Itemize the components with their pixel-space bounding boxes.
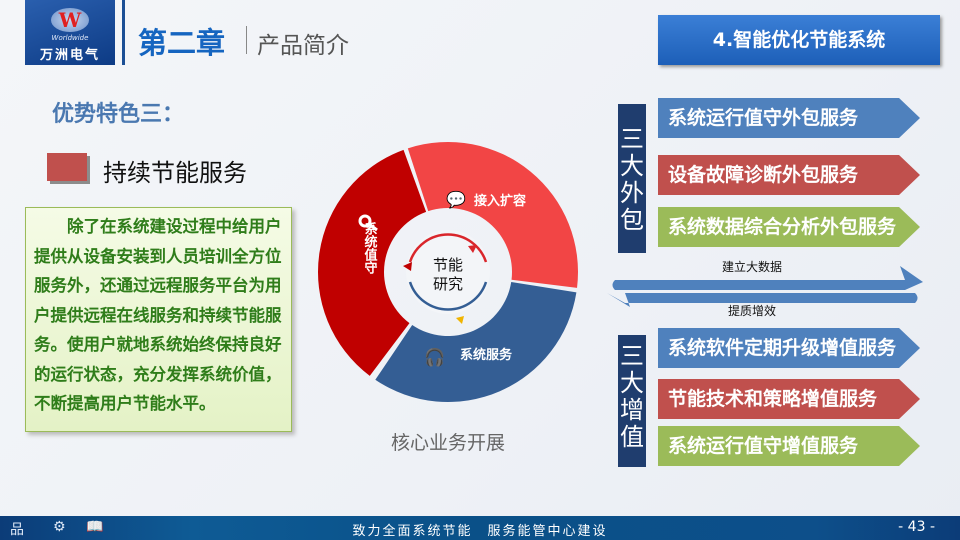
center-ring-blue xyxy=(408,281,488,311)
center-ring-red xyxy=(408,233,488,263)
headphones-icon: 🎧 xyxy=(424,347,445,368)
segment-label-expand: 接入扩容 xyxy=(474,193,526,209)
divider xyxy=(122,0,125,65)
outsourcing-item: 设备故障诊断外包服务 xyxy=(658,155,920,195)
group-label-outsourcing: 三大外包 xyxy=(618,104,646,253)
value-added-item: 系统运行值守增值服务 xyxy=(658,426,920,466)
donut-caption: 核心业务开展 xyxy=(390,432,505,454)
group-label-text: 三大外包 xyxy=(620,125,644,234)
center-text-2: 研究 xyxy=(433,275,463,293)
arrow-label-top: 建立大数据 xyxy=(722,260,783,274)
ring-marker xyxy=(468,245,477,253)
donut-segment xyxy=(318,149,427,376)
chat-icon: 💬 xyxy=(446,190,466,209)
center-circle xyxy=(406,230,490,314)
footer-slogan: 致力全面系统节能 服务能管中心建设 xyxy=(352,524,608,539)
feature-heading: 优势特色三： xyxy=(52,102,185,127)
outsourcing-item: 系统数据综合分析外包服务 xyxy=(658,207,920,247)
value-added-item: 节能技术和策略增值服务 xyxy=(658,379,920,419)
gear-icon: ⚙ xyxy=(53,519,66,535)
page-number: - 43 - xyxy=(898,519,935,535)
company-logo: W Worldwide 万洲电气 xyxy=(25,0,115,65)
sitemap-icon: 品 xyxy=(10,522,24,538)
arrow-right xyxy=(612,266,923,290)
bullet-square xyxy=(47,153,87,181)
ring-marker xyxy=(456,316,464,324)
feature-title: 持续节能服务 xyxy=(103,159,247,187)
arrow-label-bottom: 提质增效 xyxy=(728,304,777,318)
arrow-left xyxy=(607,293,918,307)
section-title: 产品简介 xyxy=(257,33,349,59)
group-label-text: 三大增值 xyxy=(620,342,644,451)
book-icon: 📖 xyxy=(86,519,104,535)
bidirectional-arrow xyxy=(607,266,923,307)
group-label-value-added: 三大增值 xyxy=(618,335,646,467)
divider xyxy=(246,26,247,54)
value-added-item: 系统软件定期升级增值服务 xyxy=(658,328,920,368)
key-icon xyxy=(358,214,378,232)
footer-bar: 品 ⚙ 📖 致力全面系统节能 服务能管中心建设 - 43 - xyxy=(0,516,960,540)
outsourcing-item: 系统运行值守外包服务 xyxy=(658,98,920,138)
segment-label-service: 系统服务 xyxy=(460,347,513,363)
topic-tab: 4.智能优化节能系统 xyxy=(658,15,940,65)
chapter-title: 第二章 xyxy=(138,26,226,60)
center-text-1: 节能 xyxy=(433,256,463,274)
segment-label-monitor: 系统值守 xyxy=(362,221,378,275)
donut-segment xyxy=(375,282,577,402)
description-box: 除了在系统建设过程中给用户提供从设备安装到人员培训全方位服务外，还通过远程服务平… xyxy=(25,207,292,432)
donut-segment xyxy=(407,142,579,288)
ring-marker xyxy=(403,262,412,271)
